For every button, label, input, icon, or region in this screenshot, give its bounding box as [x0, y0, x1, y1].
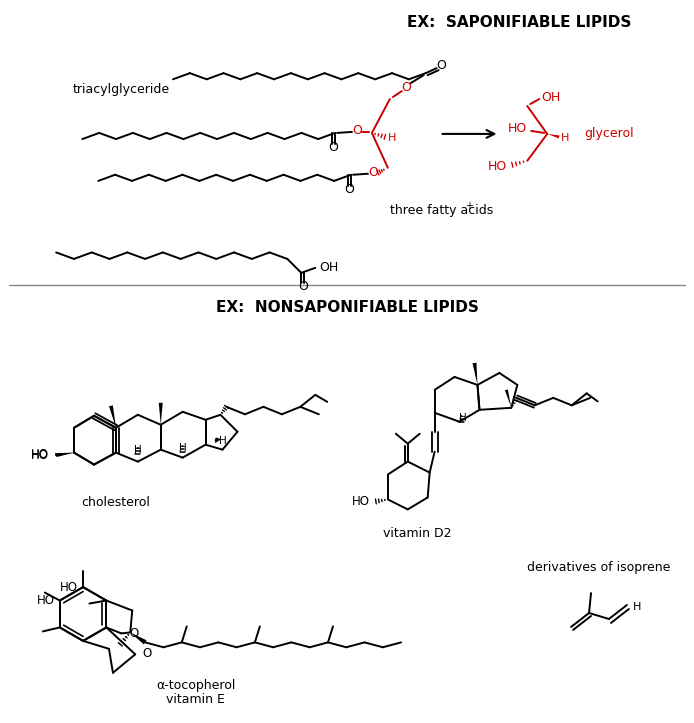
- Text: HO: HO: [352, 495, 370, 508]
- Text: O: O: [298, 281, 308, 294]
- Polygon shape: [473, 363, 477, 385]
- Text: O: O: [129, 627, 139, 640]
- Polygon shape: [130, 633, 146, 644]
- Text: triacylglyceride: triacylglyceride: [72, 82, 169, 95]
- Text: vitamin D2: vitamin D2: [384, 527, 452, 540]
- Text: α-tocopherol: α-tocopherol: [156, 679, 235, 692]
- Text: H: H: [561, 133, 570, 143]
- Polygon shape: [55, 453, 74, 456]
- Text: HO: HO: [508, 122, 527, 135]
- Text: vitamin E: vitamin E: [166, 693, 225, 706]
- Text: EX:  SAPONIFIABLE LIPIDS: EX: SAPONIFIABLE LIPIDS: [407, 15, 632, 30]
- Text: H: H: [219, 436, 226, 445]
- Text: derivatives of isoprene: derivatives of isoprene: [527, 560, 670, 573]
- Text: H: H: [459, 413, 466, 423]
- Text: HO: HO: [488, 161, 507, 174]
- Text: +: +: [466, 200, 473, 210]
- Text: HO: HO: [31, 449, 49, 462]
- Text: cholesterol: cholesterol: [81, 497, 151, 510]
- Text: three fatty acids: three fatty acids: [390, 204, 493, 217]
- Text: H: H: [179, 442, 187, 453]
- Text: O: O: [352, 124, 362, 137]
- Text: O: O: [368, 166, 378, 179]
- Text: O: O: [437, 59, 446, 72]
- Text: H: H: [388, 133, 396, 143]
- Polygon shape: [505, 390, 511, 408]
- Text: OH: OH: [319, 262, 339, 274]
- Text: H: H: [134, 445, 142, 455]
- Text: OH: OH: [541, 90, 561, 103]
- Text: HO: HO: [60, 581, 78, 594]
- Text: O: O: [328, 142, 338, 154]
- Polygon shape: [56, 453, 74, 457]
- Text: O: O: [401, 80, 411, 93]
- Text: glycerol: glycerol: [584, 127, 634, 140]
- Text: HO: HO: [37, 594, 55, 607]
- Text: H: H: [633, 602, 641, 612]
- Polygon shape: [159, 403, 162, 424]
- Polygon shape: [547, 134, 559, 138]
- Text: HO: HO: [31, 448, 49, 461]
- Text: O: O: [142, 647, 151, 660]
- Text: O: O: [344, 183, 354, 196]
- Text: EX:  NONSAPONIFIABLE LIPIDS: EX: NONSAPONIFIABLE LIPIDS: [216, 300, 478, 315]
- Polygon shape: [109, 406, 116, 428]
